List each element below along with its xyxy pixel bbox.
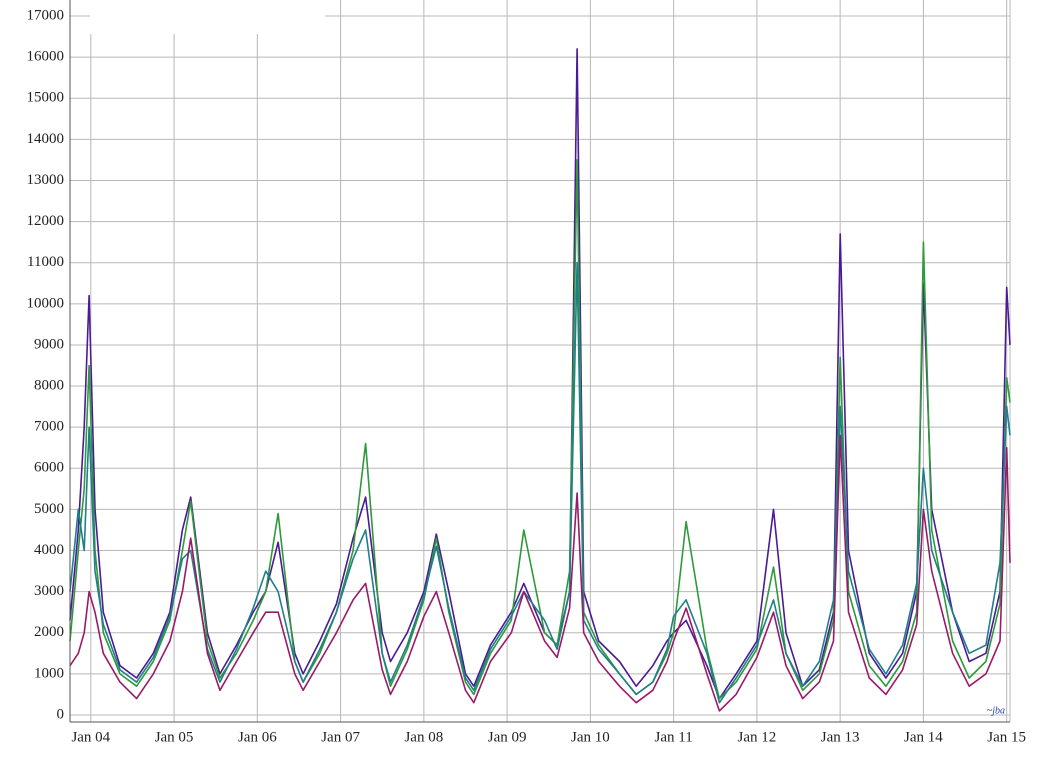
x-tick-label: Jan 14 — [904, 729, 943, 745]
y-tick-label: 10000 — [27, 295, 65, 311]
x-tick-label: Jan 09 — [488, 729, 527, 745]
x-tick-label: Jan 07 — [321, 729, 360, 745]
watermark: ~jba — [987, 705, 1005, 716]
lines — [69, 48, 1011, 712]
y-tick-label: 9000 — [34, 336, 64, 352]
y-tick-label: 17000 — [27, 7, 65, 23]
y-tick-label: 2000 — [34, 624, 64, 640]
x-tick-label: Jan 04 — [71, 729, 110, 745]
y-tick-label: 12000 — [27, 213, 65, 229]
y-tick-label: 16000 — [27, 49, 65, 65]
x-tick-label: Jan 05 — [155, 729, 194, 745]
y-tick-label: 13000 — [27, 172, 65, 188]
series-line — [69, 434, 1011, 712]
y-tick-label: 7000 — [34, 419, 64, 435]
series-line — [69, 159, 1011, 700]
x-tick-label: Jan 10 — [571, 729, 610, 745]
x-tick-label: Jan 06 — [238, 729, 277, 745]
x-tick-label: Jan 08 — [404, 729, 443, 745]
y-tick-label: 3000 — [34, 583, 64, 599]
labels: 0 1000 2000 3000 4000 5000 6000 7000 8000 9000 100… — [27, 7, 1027, 745]
y-tick-label: 5000 — [34, 501, 64, 517]
y-tick-label: 11000 — [27, 254, 64, 270]
blank-box — [90, 0, 325, 34]
x-tick-label: Jan 12 — [738, 729, 777, 745]
x-tick-label: Jan 15 — [987, 729, 1026, 745]
x-tick-label: Jan 11 — [655, 729, 693, 745]
y-tick-label: 8000 — [34, 377, 64, 393]
y-tick-label: 4000 — [34, 542, 64, 558]
y-tick-label: 14000 — [27, 131, 65, 147]
y-tick-label: 0 — [57, 706, 65, 722]
y-tick-label: 1000 — [34, 665, 64, 681]
x-tick-label: Jan 13 — [821, 729, 860, 745]
y-tick-label: 6000 — [34, 460, 64, 476]
y-tick-label: 15000 — [27, 90, 65, 106]
